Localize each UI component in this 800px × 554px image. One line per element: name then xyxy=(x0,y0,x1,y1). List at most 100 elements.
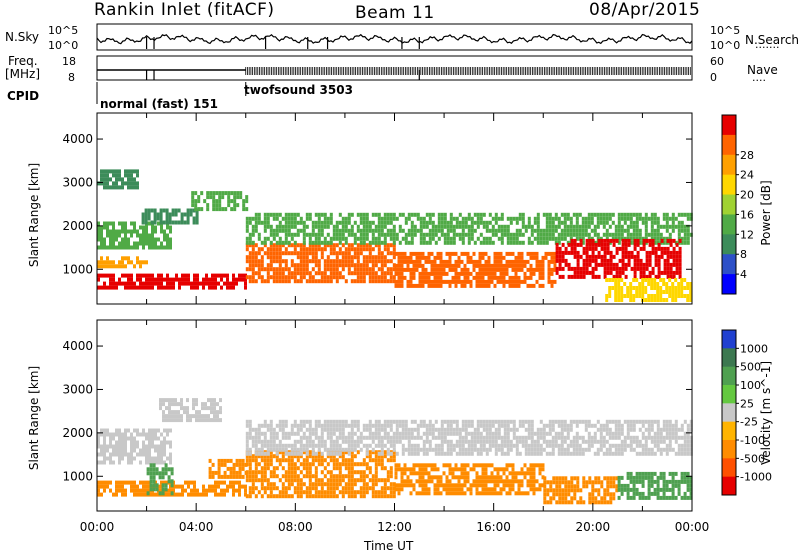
power-cell xyxy=(626,212,630,217)
power-cell xyxy=(229,281,232,286)
power-cell xyxy=(650,212,654,217)
power-cell xyxy=(605,232,609,237)
power-cell xyxy=(650,298,654,302)
power-cell xyxy=(467,216,471,221)
velocity-cell xyxy=(557,435,561,440)
velocity-cell xyxy=(335,474,339,479)
power-cell xyxy=(359,236,363,241)
velocity-cell xyxy=(599,435,603,440)
power-cell xyxy=(533,228,537,233)
velocity-cell xyxy=(299,482,303,487)
power-cell xyxy=(581,232,585,237)
velocity-cell xyxy=(164,471,168,476)
velocity-cell xyxy=(220,458,224,463)
power-cell xyxy=(439,255,443,260)
velocity-cell xyxy=(488,431,492,436)
velocity-cell xyxy=(368,427,372,432)
velocity-cell xyxy=(103,436,106,441)
velocity-cell xyxy=(530,423,534,428)
velocity-cell xyxy=(281,466,285,471)
power-cell xyxy=(353,271,357,276)
velocity-cell xyxy=(314,451,318,456)
power-cell xyxy=(365,247,369,252)
velocity-cell xyxy=(569,451,573,456)
velocity-cell xyxy=(548,439,552,444)
power-cell xyxy=(521,224,525,229)
velocity-cell xyxy=(359,470,363,475)
velocity-cell xyxy=(557,431,561,436)
power-cell xyxy=(168,216,172,221)
velocity-cell xyxy=(557,419,561,424)
power-cell xyxy=(281,251,285,256)
power-cell xyxy=(593,240,597,245)
power-cell xyxy=(139,285,142,290)
power-cell xyxy=(257,220,261,225)
power-cell xyxy=(422,224,426,229)
power-cell xyxy=(220,273,223,278)
power-cell xyxy=(109,169,112,174)
velocity-cell xyxy=(554,431,558,436)
power-cell xyxy=(425,240,429,245)
velocity-cell xyxy=(587,439,591,444)
velocity-cell xyxy=(374,494,378,499)
power-cell xyxy=(424,267,428,272)
velocity-cell xyxy=(538,471,542,476)
power-cell xyxy=(397,283,401,288)
power-cell xyxy=(502,275,506,280)
power-cell xyxy=(636,258,640,263)
velocity-cell xyxy=(421,475,425,480)
velocity-cell xyxy=(290,474,294,479)
power-cell xyxy=(193,285,196,290)
power-cell xyxy=(620,224,624,229)
velocity-cell xyxy=(97,440,100,445)
velocity-cell xyxy=(299,427,303,432)
velocity-cell xyxy=(359,474,363,479)
power-cell xyxy=(627,242,631,247)
velocity-cell xyxy=(439,491,443,496)
velocity-cell xyxy=(347,462,351,467)
power-cell xyxy=(499,251,503,256)
power-cell xyxy=(266,224,270,229)
velocity-cell xyxy=(217,480,220,485)
power-cell xyxy=(380,251,384,256)
power-cell xyxy=(626,236,630,241)
power-cell xyxy=(674,290,678,294)
velocity-cell xyxy=(269,462,273,467)
velocity-cell xyxy=(644,451,648,456)
velocity-cell xyxy=(490,479,494,484)
velocity-cell xyxy=(558,480,562,485)
power-cell xyxy=(514,275,518,280)
power-cell xyxy=(677,228,681,233)
power-cell xyxy=(424,275,428,280)
velocity-cell xyxy=(632,447,636,452)
power-cell xyxy=(624,254,628,259)
velocity-cell xyxy=(632,419,636,424)
power-cell xyxy=(505,259,509,264)
power-cell xyxy=(230,199,234,204)
power-cell xyxy=(269,263,273,268)
velocity-cell xyxy=(481,475,485,480)
power-cell xyxy=(632,286,636,290)
power-cell xyxy=(139,225,142,230)
power-cell xyxy=(377,220,381,225)
power-cell xyxy=(263,228,267,233)
power-cell xyxy=(421,267,425,272)
power-cell xyxy=(133,225,136,230)
power-cell xyxy=(97,285,100,290)
power-cell xyxy=(103,173,106,178)
velocity-cell xyxy=(407,435,411,440)
velocity-cell xyxy=(356,423,360,428)
power-cell xyxy=(451,267,455,272)
velocity-cell xyxy=(359,490,363,495)
power-cell xyxy=(166,277,169,282)
power-cell xyxy=(494,212,498,217)
velocity-cell xyxy=(505,483,509,488)
velocity-cell xyxy=(452,427,456,432)
power-cell xyxy=(608,294,612,298)
velocity-cell xyxy=(260,482,264,487)
power-cell xyxy=(145,273,148,278)
power-cell xyxy=(542,240,546,245)
velocity-cell xyxy=(278,462,282,467)
velocity-cell xyxy=(341,427,345,432)
power-cell xyxy=(148,233,151,238)
